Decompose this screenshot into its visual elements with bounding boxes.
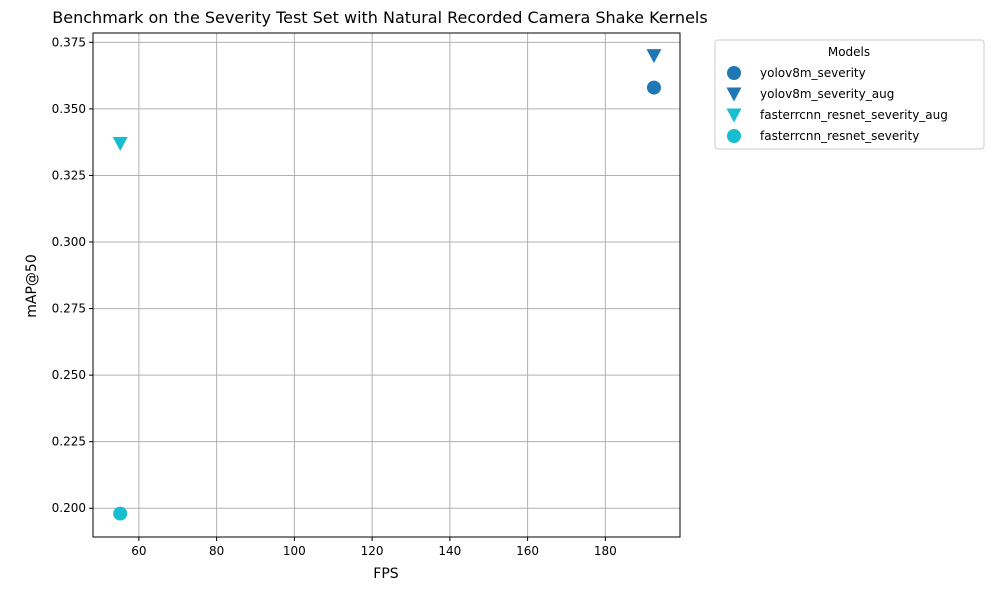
x-axis-label: FPS: [373, 566, 398, 582]
y-tick-label: 0.250: [52, 368, 86, 382]
y-axis-ticks: 0.200 0.225 0.250 0.275 0.300 0.325 0.350 0.375: [52, 35, 93, 515]
y-tick-label: 0.375: [52, 35, 86, 49]
x-tick-label: 120: [361, 544, 384, 558]
plot-frame: [92, 32, 681, 538]
legend-box: [714, 39, 985, 150]
x-tick-label: 180: [594, 544, 617, 558]
x-tick-label: 140: [438, 544, 461, 558]
legend: Models yolov8m_severity yolov8m_severity_…: [714, 39, 985, 150]
x-tick-label: 60: [131, 544, 146, 558]
legend-title: Models: [828, 45, 870, 59]
data-point: [646, 49, 662, 64]
data-points: [112, 49, 662, 521]
legend-items: yolov8m_severity yolov8m_severity_augfast…: [726, 66, 948, 143]
y-tick-label: 0.200: [52, 501, 86, 515]
y-tick-label: 0.225: [52, 435, 86, 449]
x-tick-label: 80: [209, 544, 224, 558]
legend-label: fasterrcnn_resnet_severity: [760, 129, 919, 143]
chart-title: Benchmark on the Severity Test Set with …: [52, 8, 707, 27]
x-tick-label: 100: [283, 544, 306, 558]
data-point: [112, 136, 128, 151]
y-tick-label: 0.300: [52, 235, 86, 249]
data-point: [646, 80, 661, 95]
y-tick-label: 0.275: [52, 302, 86, 316]
legend-label: fasterrcnn_resnet_severity_aug: [760, 108, 948, 122]
legend-marker: [727, 129, 741, 143]
legend-marker: [726, 108, 742, 123]
y-tick-label: 0.325: [52, 168, 86, 182]
legend-label: yolov8m_severity: [760, 66, 866, 80]
y-tick-label: 0.350: [52, 102, 86, 116]
legend-marker: [727, 66, 741, 80]
y-axis-label: mAP@50: [24, 254, 40, 317]
x-tick-label: 160: [516, 544, 539, 558]
legend-marker: [726, 87, 742, 102]
x-axis-ticks: 60 80 100 120 140 160 180: [131, 537, 617, 558]
plot-area: 60 80 100 120 140 160 180 0.200 0.225 0.250 0.275…: [52, 32, 681, 558]
legend-label: yolov8m_severity_aug: [760, 87, 894, 101]
data-point: [113, 506, 128, 521]
grid-lines: [93, 33, 680, 537]
